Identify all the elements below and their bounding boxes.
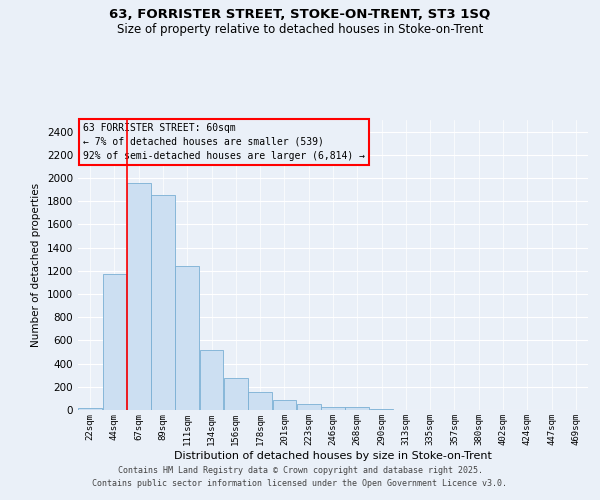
- Bar: [200, 350, 223, 410]
- Bar: [78, 408, 102, 410]
- Bar: [370, 409, 394, 410]
- X-axis label: Distribution of detached houses by size in Stoke-on-Trent: Distribution of detached houses by size …: [174, 450, 492, 460]
- Bar: [272, 400, 296, 410]
- Bar: [297, 404, 320, 410]
- Bar: [224, 378, 248, 410]
- Text: 63 FORRISTER STREET: 60sqm
← 7% of detached houses are smaller (539)
92% of semi: 63 FORRISTER STREET: 60sqm ← 7% of detac…: [83, 123, 365, 161]
- Bar: [248, 392, 272, 410]
- Bar: [321, 406, 345, 410]
- Text: Contains HM Land Registry data © Crown copyright and database right 2025.
Contai: Contains HM Land Registry data © Crown c…: [92, 466, 508, 487]
- Text: Size of property relative to detached houses in Stoke-on-Trent: Size of property relative to detached ho…: [117, 22, 483, 36]
- Bar: [175, 266, 199, 410]
- Y-axis label: Number of detached properties: Number of detached properties: [31, 183, 41, 347]
- Bar: [346, 406, 369, 410]
- Bar: [151, 196, 175, 410]
- Bar: [103, 274, 127, 410]
- Bar: [127, 182, 151, 410]
- Text: 63, FORRISTER STREET, STOKE-ON-TRENT, ST3 1SQ: 63, FORRISTER STREET, STOKE-ON-TRENT, ST…: [109, 8, 491, 20]
